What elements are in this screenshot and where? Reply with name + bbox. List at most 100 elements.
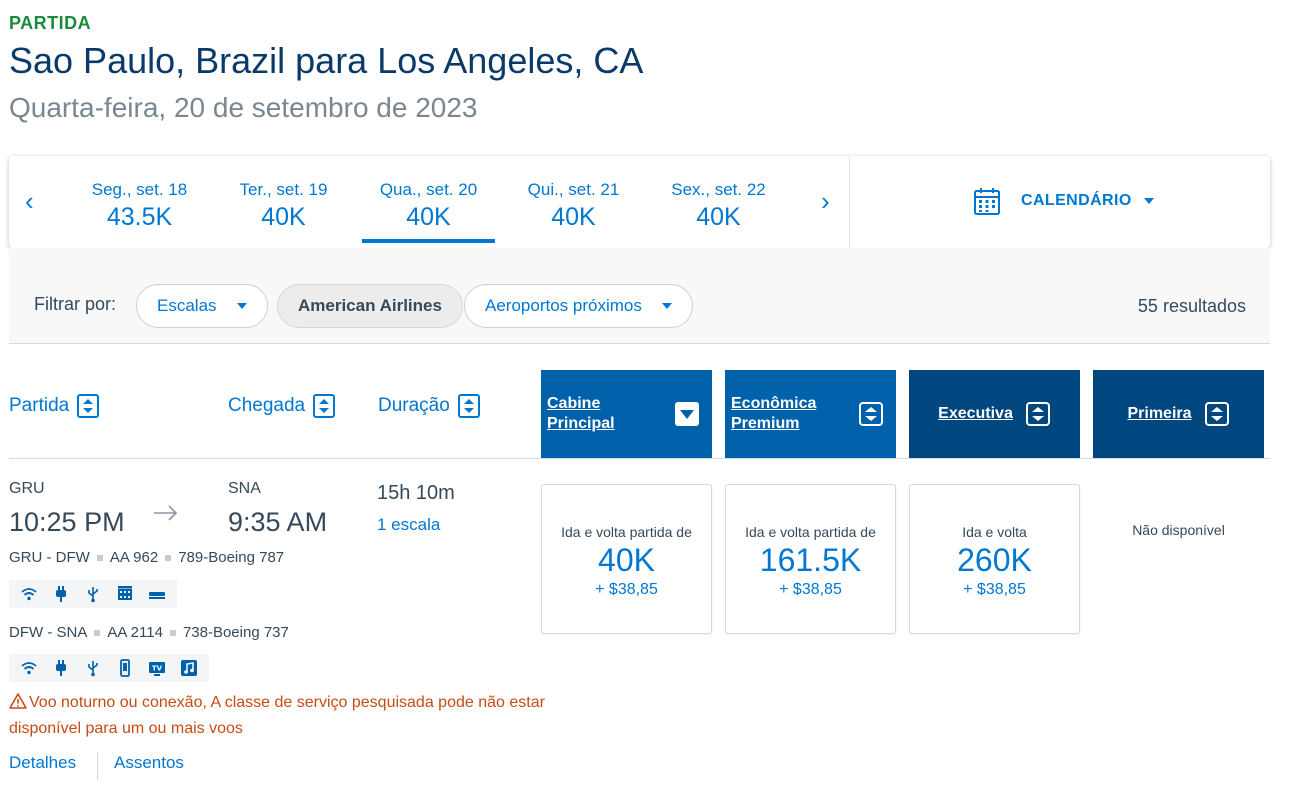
- sort-icon: [1204, 402, 1229, 426]
- date-price: 40K: [261, 203, 306, 231]
- bar-divider: [849, 156, 850, 248]
- cabin-premium-label: Econômica Premium: [731, 395, 817, 432]
- date-selector-bar: ‹ Seg., set. 18 43.5K Ter., set. 19 40K …: [9, 156, 1270, 248]
- chevron-down-icon: [661, 303, 672, 309]
- segment-aircraft: 738-Boeing 737: [182, 624, 289, 641]
- date-label: Qui., set. 21: [527, 180, 620, 199]
- cabin-main-header[interactable]: Cabine Principal: [541, 370, 712, 458]
- results-count: 55 resultados: [1137, 296, 1246, 316]
- stops-filter-label: Escalas: [157, 296, 217, 315]
- usb-icon[interactable]: [77, 656, 109, 680]
- stops-link[interactable]: 1 escala: [377, 515, 441, 534]
- page-kicker: PARTIDA: [9, 13, 92, 33]
- fare-tax: + $38,85: [963, 581, 1026, 598]
- segment-1-amenities: [9, 580, 177, 608]
- cabin-business-header[interactable]: Executiva: [909, 370, 1080, 458]
- segment-aircraft: 789-Boeing 787: [178, 549, 285, 566]
- warning-icon: [9, 693, 27, 709]
- live-tv-icon[interactable]: TV: [141, 656, 173, 680]
- nearby-airports-dropdown[interactable]: Aeroportos próximos: [464, 284, 693, 328]
- flight-duration: 15h 10m: [377, 482, 455, 504]
- cabin-main-label: Cabine Principal: [547, 395, 615, 432]
- device-entertainment-icon[interactable]: [109, 656, 141, 680]
- airline-filter-label: American Airlines: [298, 296, 442, 315]
- date-option-sep-20[interactable]: Qua., set. 20 40K: [362, 180, 495, 243]
- sort-departure-header[interactable]: Partida: [9, 394, 100, 418]
- fare-price: 161.5K: [759, 542, 862, 578]
- first-class-unavailable: Não disponível: [1132, 522, 1225, 538]
- cabin-premium-economy-header[interactable]: Econômica Premium: [725, 370, 896, 458]
- sort-arrival-header[interactable]: Chegada: [228, 394, 336, 418]
- fare-card-business[interactable]: Ida e volta 260K + $38,85: [909, 484, 1080, 634]
- arrival-time: 9:35 AM: [228, 507, 328, 537]
- date-option-sep-19[interactable]: Ter., set. 19 40K: [217, 180, 350, 232]
- date-option-sep-21[interactable]: Qui., set. 21 40K: [507, 180, 640, 232]
- fare-price: 40K: [598, 542, 655, 578]
- wifi-icon[interactable]: [13, 582, 45, 606]
- date-option-sep-18[interactable]: Seg., set. 18 43.5K: [73, 180, 206, 232]
- date-price: 40K: [551, 203, 596, 231]
- chevron-down-icon: [1143, 198, 1154, 204]
- warning-text: Voo noturno ou conexão, A classe de serv…: [9, 694, 545, 737]
- cabin-first-label: Primeira: [1127, 405, 1192, 422]
- segment-2-amenities: TV: [9, 654, 209, 682]
- origin-airport: GRU: [9, 480, 45, 497]
- lie-flat-seat-icon[interactable]: [141, 582, 173, 606]
- segment-route: GRU - DFW: [9, 549, 90, 566]
- departure-column-label: Partida: [9, 395, 70, 416]
- calendar-icon: [974, 188, 1000, 215]
- usb-icon[interactable]: [77, 582, 109, 606]
- date-price: 40K: [406, 203, 451, 231]
- filter-bar: Filtrar por: Escalas American Airlines A…: [9, 248, 1270, 344]
- fare-price: 260K: [957, 542, 1032, 578]
- airline-filter-chip[interactable]: American Airlines: [277, 284, 463, 328]
- link-divider: [97, 752, 98, 780]
- sort-icon: [859, 402, 883, 426]
- date-price: 43.5K: [106, 203, 173, 231]
- sort-icon: [1025, 402, 1050, 426]
- prev-dates-button[interactable]: ‹: [25, 186, 34, 216]
- filter-label: Filtrar por:: [34, 294, 117, 314]
- fare-card-main-cabin[interactable]: Ida e volta partida de 40K + $38,85: [541, 484, 712, 634]
- fare-label: Ida e volta: [962, 524, 1027, 540]
- cabin-first-header[interactable]: Primeira: [1093, 370, 1264, 458]
- wifi-icon[interactable]: [13, 656, 45, 680]
- segment-2-info: DFW - SNA AA 2114 738-Boeing 737: [9, 624, 289, 641]
- calendar-button[interactable]: CALENDÁRIO: [973, 186, 1154, 216]
- segment-route: DFW - SNA: [9, 624, 88, 641]
- duration-column-label: Duração: [378, 395, 450, 416]
- date-label: Qua., set. 20: [379, 180, 478, 199]
- departure-time: 10:25 PM: [9, 507, 125, 537]
- page-title: Sao Paulo, Brazil para Los Angeles, CA: [9, 40, 644, 81]
- sort-duration-header[interactable]: Duração: [378, 394, 480, 418]
- music-icon[interactable]: [173, 656, 205, 680]
- fare-tax: + $38,85: [595, 581, 658, 598]
- arrow-right-icon: [154, 505, 178, 521]
- segment-flight-number: AA 2114: [107, 624, 163, 641]
- date-label: Ter., set. 19: [239, 180, 328, 199]
- separator: [94, 629, 101, 636]
- chevron-down-icon: [236, 303, 247, 309]
- fare-tax: + $38,85: [779, 581, 842, 598]
- stops-filter-dropdown[interactable]: Escalas: [136, 284, 268, 328]
- separator: [96, 554, 103, 561]
- page-subtitle: Quarta-feira, 20 de setembro de 2023: [9, 92, 478, 123]
- details-link[interactable]: Detalhes: [9, 753, 77, 772]
- power-outlet-icon[interactable]: [45, 582, 77, 606]
- sort-icon: [457, 394, 480, 418]
- sort-descending-icon: [675, 402, 699, 426]
- arrival-column-label: Chegada: [228, 395, 306, 416]
- seats-link[interactable]: Assentos: [114, 753, 184, 772]
- fare-card-premium-economy[interactable]: Ida e volta partida de 161.5K + $38,85: [725, 484, 896, 634]
- entertainment-icon[interactable]: [109, 582, 141, 606]
- next-dates-button[interactable]: ›: [821, 186, 830, 216]
- fare-label: Ida e volta partida de: [561, 524, 692, 540]
- separator: [165, 554, 172, 561]
- header-divider: [9, 458, 1270, 459]
- date-option-sep-22[interactable]: Sex., set. 22 40K: [652, 180, 785, 232]
- cabin-business-label: Executiva: [938, 405, 1013, 422]
- segment-1-info: GRU - DFW AA 962 789-Boeing 787: [9, 549, 284, 566]
- power-outlet-icon[interactable]: [45, 656, 77, 680]
- destination-airport: SNA: [228, 480, 261, 497]
- segment-flight-number: AA 962: [109, 549, 159, 566]
